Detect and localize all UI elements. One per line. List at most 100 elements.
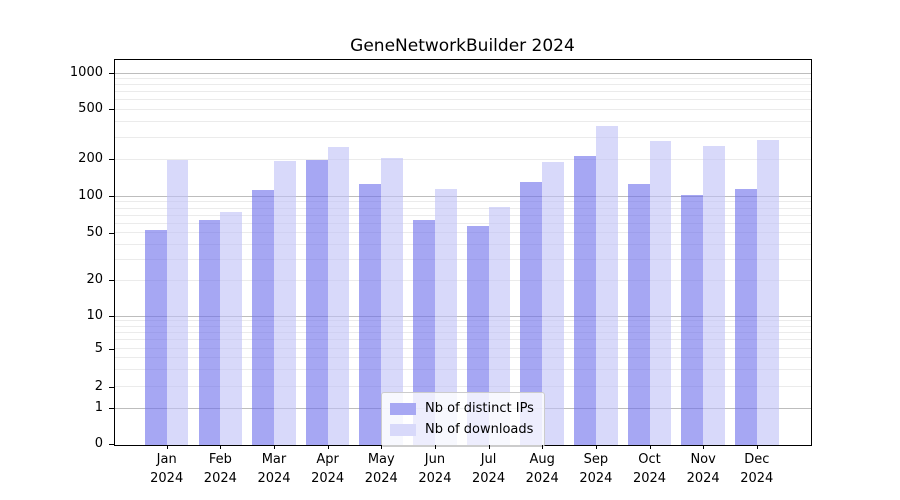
gridline-minor: [115, 325, 811, 327]
bar-distinct-ips-jul: [466, 226, 489, 445]
x-tick-apr: [327, 445, 329, 449]
y-tick-20: [109, 280, 114, 281]
bar-distinct-ips-mar: [252, 190, 274, 445]
gridline-minor: [115, 243, 811, 245]
x-tick-may: [381, 445, 383, 449]
gridline-minor: [115, 207, 811, 209]
legend-item-downloads: Nb of downloads: [390, 419, 536, 440]
gridline-minor: [115, 78, 811, 80]
y-tick-100: [109, 196, 114, 198]
gridline-10: [115, 315, 811, 317]
bar-distinct-ips-aug: [520, 181, 543, 445]
bar-downloads-oct: [649, 140, 672, 445]
y-tick-label-100: 100: [78, 188, 103, 204]
bar-distinct-ips-apr: [305, 159, 328, 445]
gridline-200: [115, 158, 811, 160]
gridline-minor: [115, 339, 811, 341]
x-tick-aug: [542, 445, 544, 449]
bar-distinct-ips-nov: [681, 195, 704, 445]
x-tick-jan: [166, 445, 168, 449]
bar-distinct-ips-jan: [144, 230, 167, 445]
y-tick-label-0: 0: [94, 435, 103, 451]
gridline-minor: [115, 99, 811, 101]
gridline-50: [115, 232, 811, 234]
x-tick-label-feb: Feb 2024: [203, 452, 237, 486]
y-tick-label-1000: 1000: [69, 65, 103, 81]
x-tick-label-aug: Aug 2024: [525, 452, 559, 486]
bar-downloads-mar: [273, 161, 296, 445]
y-tick-5: [109, 348, 114, 350]
bar-distinct-ips-may: [359, 183, 382, 445]
y-tick-1000: [109, 73, 114, 75]
gridline-minor: [115, 201, 811, 203]
y-tick-label-5: 5: [94, 340, 103, 356]
y-tick-label-500: 500: [78, 101, 103, 116]
y-tick-label-10: 10: [86, 308, 103, 323]
x-tick-label-oct: Oct 2024: [632, 452, 667, 486]
x-tick-label-jun: Jun 2024: [418, 452, 452, 486]
y-tick-label-50: 50: [86, 224, 103, 240]
gridline-minor: [115, 91, 811, 93]
x-tick-dec: [756, 445, 758, 449]
plot-area: Nb of distinct IPs Nb of downloads: [114, 59, 812, 447]
gridline-minor: [115, 84, 811, 86]
gridline-500: [115, 108, 811, 110]
y-tick-50: [109, 232, 114, 234]
bar-downloads-aug: [542, 162, 564, 445]
y-tick-label-20: 20: [86, 272, 103, 287]
x-tick-label-apr: Apr 2024: [311, 452, 345, 486]
gridline-100: [115, 195, 811, 197]
x-tick-sep: [595, 445, 597, 449]
y-tick-0: [109, 443, 114, 445]
x-tick-label-nov: Nov 2024: [686, 452, 720, 486]
gridline-2: [115, 386, 811, 387]
gridline-minor: [115, 136, 811, 138]
bar-distinct-ips-dec: [734, 188, 757, 445]
x-tick-label-jan: Jan 2024: [150, 452, 184, 486]
gridline-minor: [115, 369, 811, 371]
y-tick-label-2: 2: [94, 378, 103, 394]
y-tick-200: [109, 159, 114, 161]
legend-swatch-distinct-ips: [390, 402, 416, 415]
bar-downloads-jul: [488, 206, 511, 445]
gridline-minor: [115, 258, 811, 260]
x-tick-label-may: May 2024: [364, 452, 398, 486]
x-tick-label-jul: Jul 2024: [472, 452, 506, 486]
y-tick-label-1: 1: [94, 400, 103, 416]
x-tick-feb: [220, 445, 222, 449]
gridline-20: [115, 279, 811, 281]
bar-downloads-sep: [595, 125, 618, 445]
x-tick-label-mar: Mar 2024: [257, 452, 291, 486]
bar-distinct-ips-oct: [627, 183, 650, 445]
x-tick-oct: [649, 445, 651, 449]
gridline-5: [115, 348, 811, 349]
bar-downloads-jan: [166, 159, 189, 445]
bar-downloads-may: [381, 157, 404, 445]
legend-swatch-downloads: [390, 423, 416, 436]
gridline-minor: [115, 120, 811, 122]
bar-downloads-dec: [756, 140, 779, 445]
y-tick-1: [109, 408, 114, 410]
x-tick-mar: [273, 445, 275, 449]
legend: Nb of distinct IPs Nb of downloads: [381, 392, 545, 447]
x-tick-label-dec: Dec 2024: [740, 452, 774, 486]
gridline-minor: [115, 214, 811, 216]
gridline-minor: [115, 332, 811, 334]
bar-distinct-ips-feb: [198, 220, 221, 445]
bar-distinct-ips-jun: [413, 220, 435, 445]
y-tick-10: [109, 316, 114, 317]
bar-downloads-apr: [327, 146, 350, 445]
legend-label-distinct-ips: Nb of distinct IPs: [425, 401, 534, 416]
legend-label-downloads: Nb of downloads: [425, 422, 534, 437]
gridline-minor: [115, 357, 811, 359]
gridline-minor: [115, 320, 811, 322]
x-tick-label-sep: Sep 2024: [579, 452, 613, 486]
chart-title: GeneNetworkBuilder 2024: [350, 36, 575, 56]
x-tick-jul: [488, 445, 490, 449]
gridline-1000: [115, 72, 811, 74]
y-tick-label-200: 200: [78, 151, 103, 167]
x-tick-jun: [434, 445, 436, 449]
bar-downloads-feb: [220, 211, 243, 445]
x-tick-nov: [703, 445, 705, 449]
